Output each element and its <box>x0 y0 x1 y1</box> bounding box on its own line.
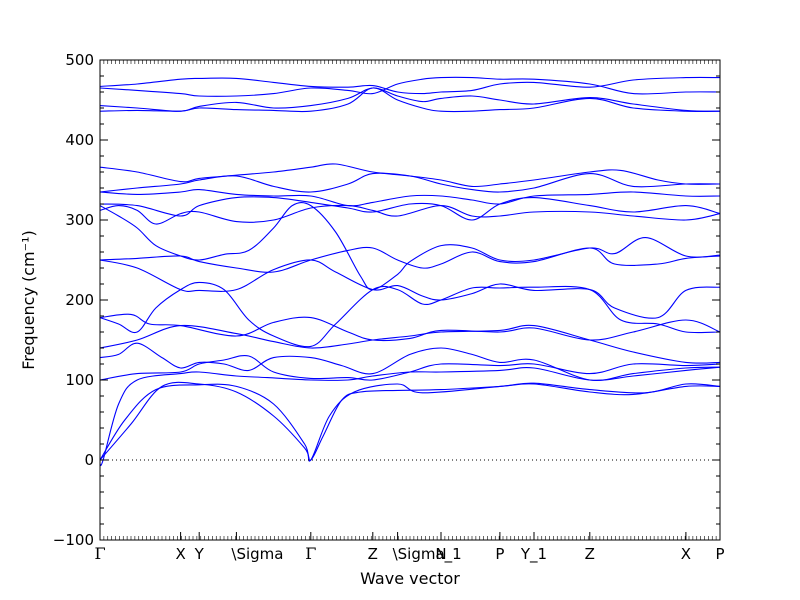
y-axis-label: Frequency (cm⁻¹) <box>19 230 38 369</box>
high-symmetry-label-1: Γ <box>94 544 105 563</box>
high-symmetry-label-5: Γ <box>305 544 316 563</box>
band-line-19 <box>99 76 721 97</box>
band-line-4 <box>99 354 721 381</box>
band-line-13 <box>99 196 721 221</box>
high-symmetry-label-10: Y_1 <box>520 545 547 564</box>
band-line-5 <box>99 342 721 382</box>
band-line-3 <box>99 366 721 467</box>
high-symmetry-label-13: P <box>715 545 724 563</box>
band-line-17 <box>99 87 721 113</box>
band-line-6 <box>99 324 721 364</box>
axis-ticks-group <box>99 59 721 541</box>
band-line-8 <box>99 281 721 348</box>
band-line-11 <box>99 202 721 291</box>
high-symmetry-label-6: Z <box>368 545 378 563</box>
y-tick-label: 100 <box>65 371 94 389</box>
band-line-16 <box>99 163 721 188</box>
x-tick-labels-group: Γ X Y \Sigma Γ Z \Sigma_1N P Y_1 Z X P <box>94 544 724 564</box>
y-tick-label: −100 <box>53 531 94 549</box>
band-line-10 <box>99 246 721 273</box>
band-line-12 <box>99 204 721 225</box>
high-symmetry-label-9: P <box>495 545 504 563</box>
band-line-14 <box>99 189 721 207</box>
high-symmetry-label-3: Y <box>194 545 205 563</box>
plot-frame <box>99 59 721 541</box>
y-tick-label: 500 <box>65 51 94 69</box>
band-line-18 <box>99 87 721 112</box>
band-line-1 <box>99 381 721 461</box>
band-line-7 <box>99 313 721 341</box>
y-tick-label: 0 <box>84 451 94 469</box>
band-line-9 <box>99 259 721 319</box>
band-lines-group <box>99 76 721 467</box>
y-tick-label: 400 <box>65 131 94 149</box>
x-axis-label: Wave vector <box>360 569 460 588</box>
high-symmetry-label-12: X <box>681 545 691 563</box>
y-tick-labels-group: −100 0 100 200 300 400 500 <box>53 51 94 549</box>
high-symmetry-label-2: X <box>175 545 185 563</box>
high-symmetry-label-7: \Sigma_1 <box>393 545 462 564</box>
y-tick-label: 300 <box>65 211 94 229</box>
high-symmetry-label-8: N <box>435 545 446 563</box>
high-symmetry-label-4: \Sigma <box>231 545 283 563</box>
high-symmetry-label-11: Z <box>585 545 595 563</box>
band-line-2 <box>99 382 721 462</box>
band-line-20 <box>99 76 721 95</box>
y-tick-label: 200 <box>65 291 94 309</box>
